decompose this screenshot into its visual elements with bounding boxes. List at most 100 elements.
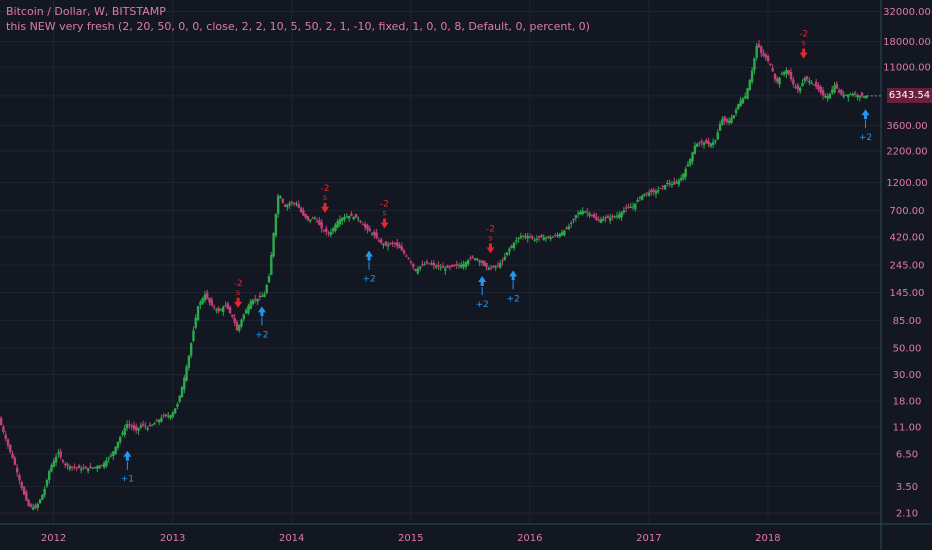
candle-body — [576, 213, 580, 215]
candle-body — [75, 467, 78, 469]
sell-signal-sub: s — [323, 193, 327, 202]
candle-body — [382, 244, 385, 246]
candle-body — [359, 221, 362, 223]
candle-body — [141, 423, 145, 426]
candle-body — [196, 306, 200, 321]
candle-body — [9, 444, 12, 452]
candle-body — [402, 250, 406, 254]
candle-body — [185, 366, 188, 381]
candle-body — [837, 90, 841, 93]
y-tick-label: 420.00 — [890, 233, 925, 244]
candle-body — [624, 207, 628, 209]
candle-body — [762, 53, 765, 56]
candle-body — [537, 236, 541, 238]
candle-body — [618, 214, 621, 218]
candle-body — [288, 203, 291, 206]
candle-body — [631, 206, 635, 208]
candle-body — [602, 218, 605, 221]
candle-body — [599, 219, 603, 223]
candle-body — [199, 302, 202, 305]
y-tick-label: 3.50 — [896, 482, 918, 493]
candle-body — [325, 228, 328, 232]
candle-body — [0, 418, 3, 426]
candle-body — [808, 80, 811, 83]
buy-arrow-icon — [509, 270, 518, 281]
candle-body — [643, 193, 646, 196]
candle-body — [361, 224, 365, 226]
candle-body — [265, 285, 268, 294]
sell-arrow-icon — [321, 202, 330, 213]
candle-body — [68, 466, 72, 469]
candle-body — [217, 307, 220, 312]
candle-body — [755, 45, 758, 58]
last-price-tag: 6343.54 — [887, 88, 932, 104]
candle-body — [123, 428, 126, 435]
candle-body — [677, 180, 681, 185]
candle-body — [815, 81, 818, 87]
candle-body — [109, 455, 113, 457]
sell-arrow-icon — [234, 297, 243, 308]
candle-body — [489, 267, 493, 269]
candle-body — [380, 239, 383, 244]
candle-body — [657, 190, 660, 192]
candle-body — [757, 43, 761, 48]
candle-body — [212, 306, 216, 308]
candle-body — [396, 242, 399, 246]
candle-body — [682, 173, 685, 180]
candle-body — [118, 437, 122, 443]
candle-body — [709, 143, 713, 147]
candle-body — [730, 118, 733, 123]
candle-body — [526, 235, 529, 239]
candle-body — [853, 93, 857, 95]
candle-body — [412, 263, 415, 267]
symbol-title[interactable]: Bitcoin / Dollar, W, BITSTAMP — [6, 5, 166, 18]
candle-body — [796, 85, 800, 90]
candle-body — [36, 504, 39, 508]
candle-body — [728, 120, 731, 124]
candle-body — [535, 238, 539, 240]
candle-body — [473, 258, 477, 261]
candle-body — [116, 441, 120, 448]
candle-body — [835, 83, 839, 89]
candle-body — [57, 452, 60, 454]
candle-body — [608, 217, 612, 221]
candle-body — [691, 152, 694, 162]
candle-body — [256, 298, 259, 302]
candle-body — [98, 465, 101, 469]
candle-body — [737, 103, 740, 110]
candle-body — [66, 463, 69, 466]
buy-arrow-icon — [478, 276, 487, 287]
candle-body — [684, 168, 687, 177]
candle-body — [441, 266, 445, 269]
candle-body — [89, 466, 92, 468]
buy-arrow-icon — [861, 109, 870, 120]
candle-body — [137, 427, 140, 431]
candle-body — [15, 467, 19, 473]
candle-body — [702, 142, 706, 145]
candle-body — [574, 215, 578, 218]
buy-signal-label: +2 — [506, 294, 519, 304]
candle-body — [102, 462, 106, 468]
candle-body — [260, 295, 264, 297]
candle-body — [792, 79, 795, 85]
chart-header: Bitcoin / Dollar, W, BITSTAMP this NEW v… — [6, 4, 590, 34]
candle-body — [501, 260, 504, 262]
candle-body — [469, 257, 472, 259]
y-tick-label: 30.00 — [893, 370, 922, 381]
candle-body — [613, 216, 616, 218]
candle-body — [794, 86, 797, 88]
candle-body — [11, 453, 14, 459]
candle-body — [407, 257, 410, 260]
candle-body — [428, 263, 431, 265]
candle-body — [18, 474, 21, 481]
candle-body — [579, 211, 582, 215]
candle-body — [567, 226, 571, 230]
candle-body — [274, 214, 278, 236]
candle-body — [368, 228, 371, 232]
candle-body — [2, 426, 5, 432]
candle-body — [620, 212, 623, 218]
candle-body — [329, 232, 333, 236]
candle-body — [84, 466, 88, 469]
study-title[interactable]: this NEW very fresh (2, 20, 50, 0, 0, cl… — [6, 20, 590, 33]
